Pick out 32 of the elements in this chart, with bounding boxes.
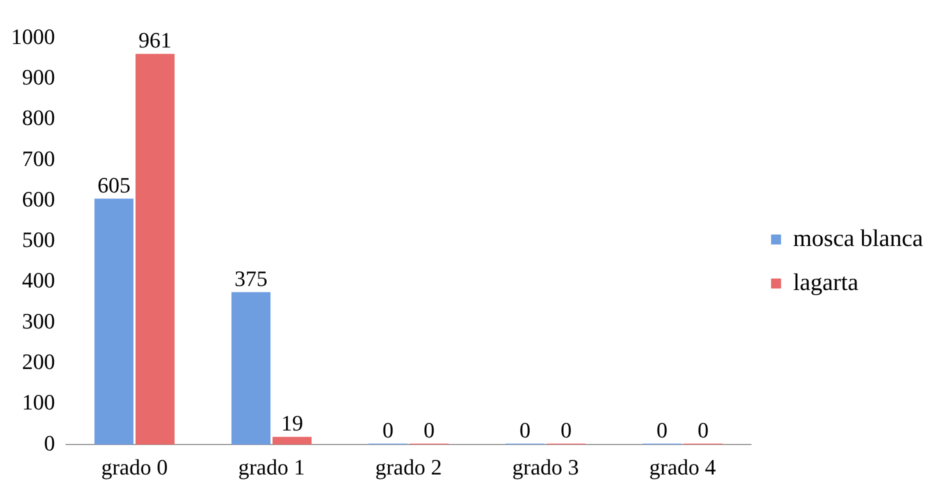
- y-tick-label: 0: [44, 430, 55, 456]
- x-tick-label: grado 3: [512, 454, 579, 480]
- bar: [272, 436, 312, 445]
- data-label: 0: [382, 417, 394, 442]
- data-label: 0: [698, 417, 709, 442]
- y-tick-label: 1000: [11, 24, 55, 49]
- y-tick-label: 700: [22, 146, 55, 171]
- data-label: 19: [281, 410, 304, 436]
- bar: [94, 198, 134, 445]
- bar: [136, 54, 175, 445]
- y-tick-label: 600: [22, 186, 55, 212]
- y-tick-label: 100: [22, 390, 55, 415]
- bar: [231, 292, 270, 445]
- data-label: 375: [234, 266, 268, 291]
- y-tick-label: 800: [22, 105, 55, 130]
- y-tick-label: 500: [22, 227, 55, 252]
- data-label: 0: [656, 417, 668, 442]
- x-tick-label: grado 0: [101, 454, 168, 480]
- data-label: 0: [424, 417, 435, 442]
- y-tick-label: 200: [22, 349, 55, 374]
- legend-label: lagarta: [793, 270, 859, 296]
- x-tick-label: grado 4: [649, 454, 716, 480]
- data-label: 0: [519, 417, 530, 442]
- data-label: 961: [138, 28, 172, 53]
- x-tick-label: grado 1: [238, 454, 305, 480]
- legend-label: mosca blanca: [793, 226, 924, 252]
- x-tick-label: grado 2: [375, 454, 442, 480]
- y-tick-label: 300: [22, 308, 55, 334]
- data-label: 605: [97, 172, 130, 198]
- data-label: 0: [560, 417, 572, 442]
- y-tick-label: 400: [22, 268, 55, 293]
- y-tick-label: 900: [22, 64, 55, 90]
